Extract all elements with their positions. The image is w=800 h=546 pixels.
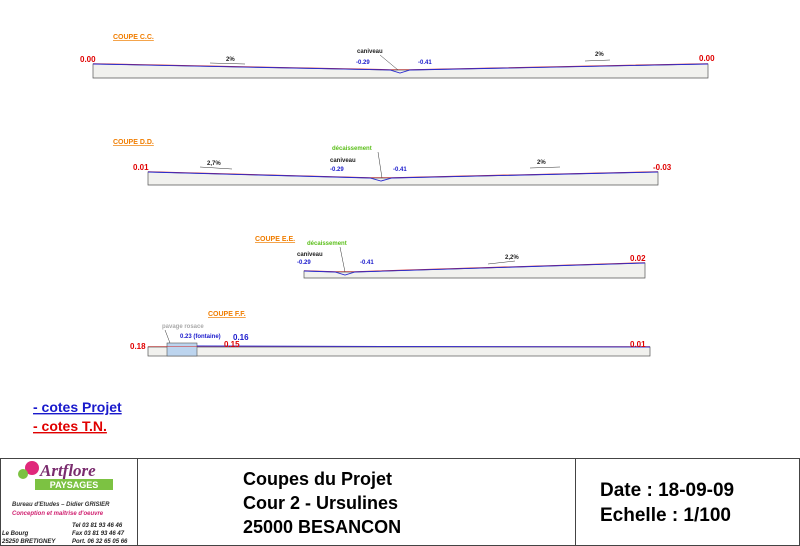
level: -0.41 xyxy=(393,167,407,173)
title: Coupes du Projet xyxy=(243,469,392,489)
level: -0.29 xyxy=(297,260,311,266)
logo-flower xyxy=(25,461,39,475)
level: -0.29 xyxy=(330,167,344,173)
date: Date : 18-09-09 xyxy=(600,480,734,501)
leader xyxy=(164,329,171,344)
section-title: COUPE E.E. xyxy=(255,236,295,243)
level: 0.15 xyxy=(224,340,240,349)
role: Conception et maîtrise d'oeuvre xyxy=(12,511,104,517)
pavage: pavage rosace xyxy=(162,324,204,330)
arrow xyxy=(209,62,246,65)
arrow xyxy=(199,166,233,170)
level: 0.00 xyxy=(80,55,96,64)
arrow xyxy=(487,260,516,265)
title: Cour 2 - Ursulines xyxy=(243,493,398,513)
fax: Fax 03 81 93 46 47 xyxy=(72,531,125,537)
ground xyxy=(303,262,646,279)
tn-line xyxy=(147,171,659,178)
office: Bureau d'Etudes – Didier GRISIER xyxy=(12,502,110,508)
title-block: Artflore PAYSAGES Bureau d'Etudes – Didi… xyxy=(0,458,800,546)
level: -0.41 xyxy=(418,60,432,66)
tn-line xyxy=(92,63,709,70)
section-title: COUPE F.F. xyxy=(208,311,246,318)
address: Le Bourg xyxy=(2,531,29,537)
section-ff: COUPE F.F. pavage rosace 0.23 (fontaine)… xyxy=(130,311,651,357)
slope: 2% xyxy=(595,52,604,58)
title: 25000 BESANCON xyxy=(243,517,401,537)
project-line xyxy=(196,345,651,348)
logo-banner xyxy=(35,479,113,490)
port: Port. 06 32 65 05 66 xyxy=(72,539,128,545)
project-line xyxy=(92,63,709,74)
slope: 2% xyxy=(537,160,546,166)
arrow xyxy=(584,59,611,62)
logo-sub: PAYSAGES xyxy=(50,480,99,490)
slope: 2,7% xyxy=(207,161,221,167)
level: -0.29 xyxy=(356,60,370,66)
level: 0.01 xyxy=(630,340,646,349)
fountain xyxy=(166,342,198,357)
logo-name: Artflore xyxy=(39,461,96,480)
leader xyxy=(379,54,399,71)
level: 0.18 xyxy=(130,342,146,351)
scale: Echelle : 1/100 xyxy=(600,505,731,526)
slope: 2% xyxy=(226,57,235,63)
section-title: COUPE C.C. xyxy=(113,34,154,41)
leader xyxy=(339,246,346,273)
tel: Tel 03 81 93 46 46 xyxy=(72,523,123,529)
level: 0.23 (fontaine) xyxy=(180,334,221,340)
level: 0.01 xyxy=(133,163,149,172)
slope: 2,2% xyxy=(505,255,519,261)
decaissement: décaissement xyxy=(307,241,347,247)
project-line xyxy=(147,171,659,182)
level: 0.00 xyxy=(699,54,715,63)
caniveau: caniveau xyxy=(330,158,356,164)
caniveau: caniveau xyxy=(357,49,383,55)
section-dd: COUPE D.D. 0.01 -0.03 2,7% 2% décaisseme… xyxy=(113,139,672,186)
legend-tn: - cotes T.N. xyxy=(33,418,107,434)
level: -0.41 xyxy=(360,260,374,266)
section-cc: COUPE C.C. 0.00 0.00 2% 2% caniveau -0.2… xyxy=(80,34,715,79)
level: 0.02 xyxy=(630,254,646,263)
project-line xyxy=(303,262,646,276)
level: -0.03 xyxy=(653,163,672,172)
level: 0.16 xyxy=(233,333,249,342)
leader xyxy=(377,151,383,179)
caniveau: caniveau xyxy=(297,252,323,258)
legend-projet: - cotes Projet xyxy=(33,399,122,415)
arrow xyxy=(529,166,561,169)
address: 25250 BRETIGNEY xyxy=(1,539,56,545)
logo-flower xyxy=(18,469,28,479)
ground xyxy=(147,346,651,357)
section-ee: COUPE E.E. décaissement caniveau -0.29 -… xyxy=(255,236,646,279)
decaissement: décaissement xyxy=(332,146,372,152)
section-title: COUPE D.D. xyxy=(113,139,154,146)
